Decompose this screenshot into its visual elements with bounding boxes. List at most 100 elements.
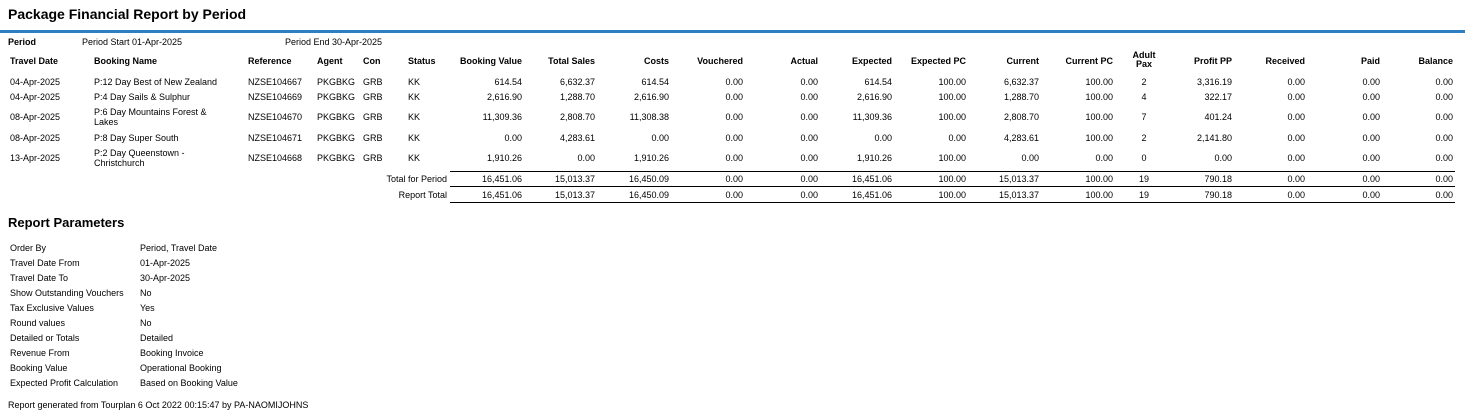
booking-name: P:8 Day Super South [94,133,179,143]
cell-received: 0.00 [1287,153,1305,163]
cell-vouchered: 0.00 [725,112,743,122]
total-costs: 16,450.09 [628,190,669,200]
total-profit-pp: 790.18 [1204,190,1232,200]
parameter-value: Booking Invoice [140,348,204,358]
cell-current-pc: 100.00 [1085,77,1113,87]
cell-expected-pc: 0.00 [948,133,966,143]
total-paid: 0.00 [1362,174,1380,184]
booking-name: P:4 Day Sails & Sulphur [94,92,191,102]
cell-current-pc: 100.00 [1085,112,1113,122]
cell-total-sales: 6,632.37 [559,77,595,87]
total-booking-value: 16,451.06 [481,174,522,184]
cell-status: KK [408,133,421,143]
cell-booking-value: 0.00 [504,133,522,143]
column-header-booking-name: Booking Name [94,56,158,66]
cell-travel-date: 04-Apr-2025 [10,92,61,102]
cell-adult-pax: 4 [1141,92,1147,102]
cell-agent: PKGBKG [317,153,356,163]
parameter-value: 30-Apr-2025 [140,273,191,283]
parameter-label: Tax Exclusive Values [10,303,94,313]
total-expected-pc: 100.00 [938,190,966,200]
booking-name-line1: P:2 Day Queenstown - [94,148,185,158]
cell-paid: 0.00 [1362,133,1380,143]
parameter-label: Travel Date To [10,273,69,283]
cell-expected: 614.54 [864,77,892,87]
cell-balance: 0.00 [1435,77,1453,87]
cell-status: KK [408,153,421,163]
total-actual: 0.00 [800,174,818,184]
cell-paid: 0.00 [1362,77,1380,87]
column-header-expected-pc: Expected PC [910,56,966,66]
cell-reference: NZSE104671 [248,133,303,143]
cell-received: 0.00 [1287,133,1305,143]
cell-agent: PKGBKG [317,112,356,122]
cell-current: 4,283.61 [1003,133,1039,143]
total-actual: 0.00 [800,190,818,200]
cell-current-pc: 100.00 [1085,92,1113,102]
column-header-status: Status [408,56,436,66]
totals-rule-bottom [450,202,1455,203]
parameter-value: 01-Apr-2025 [140,258,191,268]
cell-received: 0.00 [1287,92,1305,102]
total-adult-pax: 19 [1138,190,1149,200]
cell-paid: 0.00 [1362,153,1380,163]
cell-vouchered: 0.00 [725,153,743,163]
cell-current-pc: 0.00 [1095,153,1113,163]
total-booking-value: 16,451.06 [481,190,522,200]
cell-expected-pc: 100.00 [938,77,966,87]
booking-name-line2: Christchurch [94,158,145,168]
booking-name: P:12 Day Best of New Zealand [94,77,218,87]
total-balance: 0.00 [1435,190,1453,200]
totals-rule-middle [450,186,1455,187]
cell-expected-pc: 100.00 [938,112,966,122]
totals-label: Report Total [398,190,447,200]
cell-vouchered: 0.00 [725,77,743,87]
booking-name-line1: P:6 Day Mountains Forest & [94,107,207,117]
parameter-label: Travel Date From [10,258,80,268]
cell-booking-value: 2,616.90 [486,92,522,102]
total-total-sales: 15,013.37 [554,190,595,200]
column-header-current: Current [1006,56,1039,66]
cell-balance: 0.00 [1435,92,1453,102]
cell-reference: NZSE104670 [248,112,303,122]
total-expected: 16,451.06 [851,174,892,184]
period-start: Period Start 01-Apr-2025 [82,37,183,47]
total-current-pc: 100.00 [1085,174,1113,184]
cell-received: 0.00 [1287,77,1305,87]
column-header-expected: Expected [851,56,892,66]
cell-profit-pp: 401.24 [1204,112,1232,122]
cell-adult-pax: 7 [1141,112,1147,122]
cell-current: 6,632.37 [1003,77,1039,87]
total-current: 15,013.37 [998,174,1039,184]
total-balance: 0.00 [1435,174,1453,184]
parameter-label: Show Outstanding Vouchers [10,288,124,298]
column-header-vouchered: Vouchered [697,56,743,66]
report-title: Package Financial Report by Period [8,6,247,22]
cell-profit-pp: 0.00 [1214,153,1232,163]
column-header-costs: Costs [643,56,669,66]
cell-costs: 614.54 [641,77,669,87]
cell-costs: 2,616.90 [633,92,669,102]
cell-status: KK [408,112,421,122]
cell-total-sales: 0.00 [577,153,595,163]
cell-expected: 11,309.36 [852,112,892,122]
cell-actual: 0.00 [800,112,818,122]
cell-reference: NZSE104667 [248,77,303,87]
parameter-label: Round values [10,318,66,328]
totals-label: Total for Period [386,174,447,184]
period-label: Period [8,37,37,47]
cell-travel-date: 13-Apr-2025 [10,153,61,163]
parameter-label: Expected Profit Calculation [10,378,119,388]
report-footer: Report generated from Tourplan 6 Oct 202… [8,400,309,410]
cell-travel-date: 08-Apr-2025 [10,112,61,122]
column-header-received: Received [1265,56,1305,66]
cell-total-sales: 2,808.70 [559,112,595,122]
cell-adult-pax: 2 [1141,77,1147,87]
cell-con: GRB [363,92,383,102]
total-paid: 0.00 [1362,190,1380,200]
cell-actual: 0.00 [800,153,818,163]
cell-status: KK [408,77,421,87]
column-header-paid: Paid [1360,56,1380,66]
period-end: Period End 30-Apr-2025 [285,37,383,47]
cell-balance: 0.00 [1435,133,1453,143]
